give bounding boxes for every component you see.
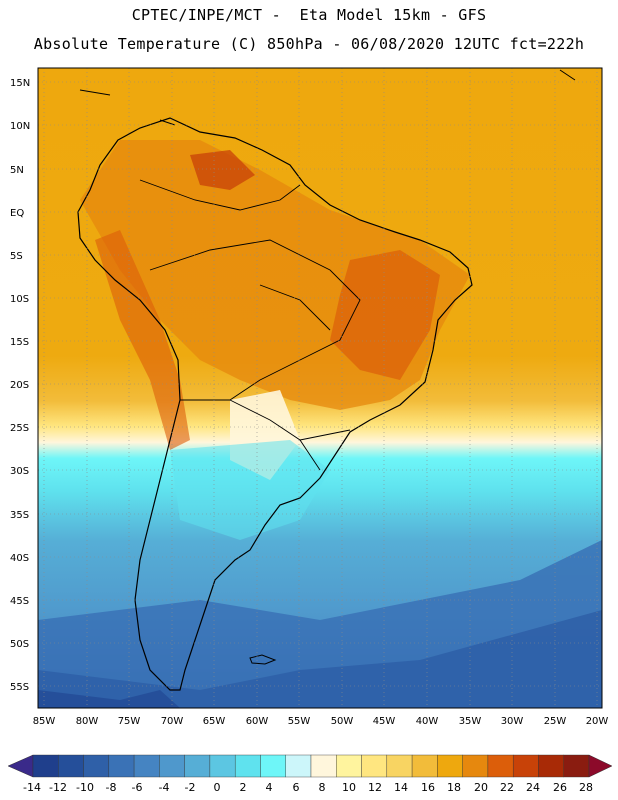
lat-label: 5S [10,251,23,262]
caribbean-islands [79,69,576,126]
lon-label: 85W [32,716,56,727]
lon-label: 75W [117,716,141,727]
lat-label: 10S [10,294,30,305]
falkland-islands [249,654,277,665]
lon-label: 50W [330,716,354,727]
colorbar-label: 12 [368,781,382,794]
lon-label: 65W [202,716,226,727]
colorbar-swatch [361,754,388,778]
colorbar [7,754,613,778]
andes-warm-strip [95,230,190,450]
colorbar-swatch [133,754,160,778]
southwest-deep-band [38,690,180,708]
lon-label: 40W [415,716,439,727]
colorbar-label: 16 [421,781,435,794]
colorbar-right-arrow [588,754,613,778]
colorbar-label: 0 [213,781,221,794]
colorbar-swatch [108,754,135,778]
colorbar-label: 20 [474,781,488,794]
colorbar-label: 28 [579,781,593,794]
lon-label: 30W [500,716,524,727]
lat-label: 15S [10,337,30,348]
map-title-line2: Absolute Temperature (C) 850hPa - 06/08/… [33,35,585,53]
colorbar-label: 14 [394,781,408,794]
colorbar-label: 8 [318,781,326,794]
colorbar-swatch [411,754,438,778]
country-borders [139,179,361,471]
colorbar-swatch [512,754,539,778]
colorbar-swatch [285,754,312,778]
colorbar-label: -10 [76,781,94,794]
lat-label: EQ [10,208,25,219]
colorbar-label: 4 [265,781,273,794]
colorbar-swatch [386,754,413,778]
colorbar-swatch [260,754,286,778]
lat-label: 55S [10,682,30,693]
colorbar-label: -2 [184,781,196,794]
colorbar-swatch [487,754,514,778]
hot-core-venezuela [190,150,255,190]
lon-label: 70W [160,716,184,727]
colorbar-swatch [159,754,185,778]
colorbar-swatch [184,754,211,778]
lat-label: 10N [10,121,31,132]
colorbar-label: 22 [500,781,514,794]
colorbar-swatch [83,754,110,778]
colorbar-swatch [462,754,489,778]
colorbar-swatch [32,754,59,778]
lon-label: 60W [245,716,269,727]
colorbar-swatch [538,754,564,778]
colorbar-label: -4 [158,781,170,794]
lat-label: 40S [10,553,30,564]
map-frame [38,68,602,708]
lon-label: 35W [458,716,482,727]
colorbar-swatch [437,754,463,778]
colorbar-label: -14 [23,781,41,794]
gridlines [38,68,602,708]
southern-cone-cool [170,440,330,540]
colorbar-label: 26 [553,781,567,794]
south-america-coastline [77,117,473,691]
lon-label: 55W [287,716,311,727]
colorbar-label: 2 [239,781,247,794]
colorbar-label: 6 [292,781,300,794]
colorbar-left-arrow [7,754,34,778]
colorbar-swatch [234,754,261,778]
colorbar-label: 24 [526,781,540,794]
lon-label: 25W [543,716,567,727]
colorbar-swatch [58,754,84,778]
map-border [37,67,603,709]
colorbar-label: 18 [447,781,461,794]
colorbar-swatch [563,754,590,778]
lat-label: 30S [10,466,30,477]
lat-label: 15N [10,78,31,89]
lat-label: 20S [10,380,30,391]
lon-label: 45W [372,716,396,727]
colorbar-label: -6 [131,781,143,794]
lat-label: 45S [10,596,30,607]
far-south-band [38,610,602,708]
lat-label: 25S [10,423,30,434]
map-title-line1: CPTEC/INPE/MCT - Eta Model 15km - GFS [131,6,487,24]
colorbar-swatch [209,754,236,778]
colorbar-label: -12 [49,781,67,794]
colorbar-swatch [336,754,362,778]
colorbar-swatch [310,754,337,778]
hot-core-brazil [330,250,440,380]
lon-label: 80W [75,716,99,727]
colorbar-label: -8 [105,781,117,794]
lat-label: 5N [10,165,24,176]
lat-label: 35S [10,510,30,521]
colorbar-label: 10 [342,781,356,794]
lat-label: 50S [10,639,30,650]
lon-label: 20W [585,716,609,727]
